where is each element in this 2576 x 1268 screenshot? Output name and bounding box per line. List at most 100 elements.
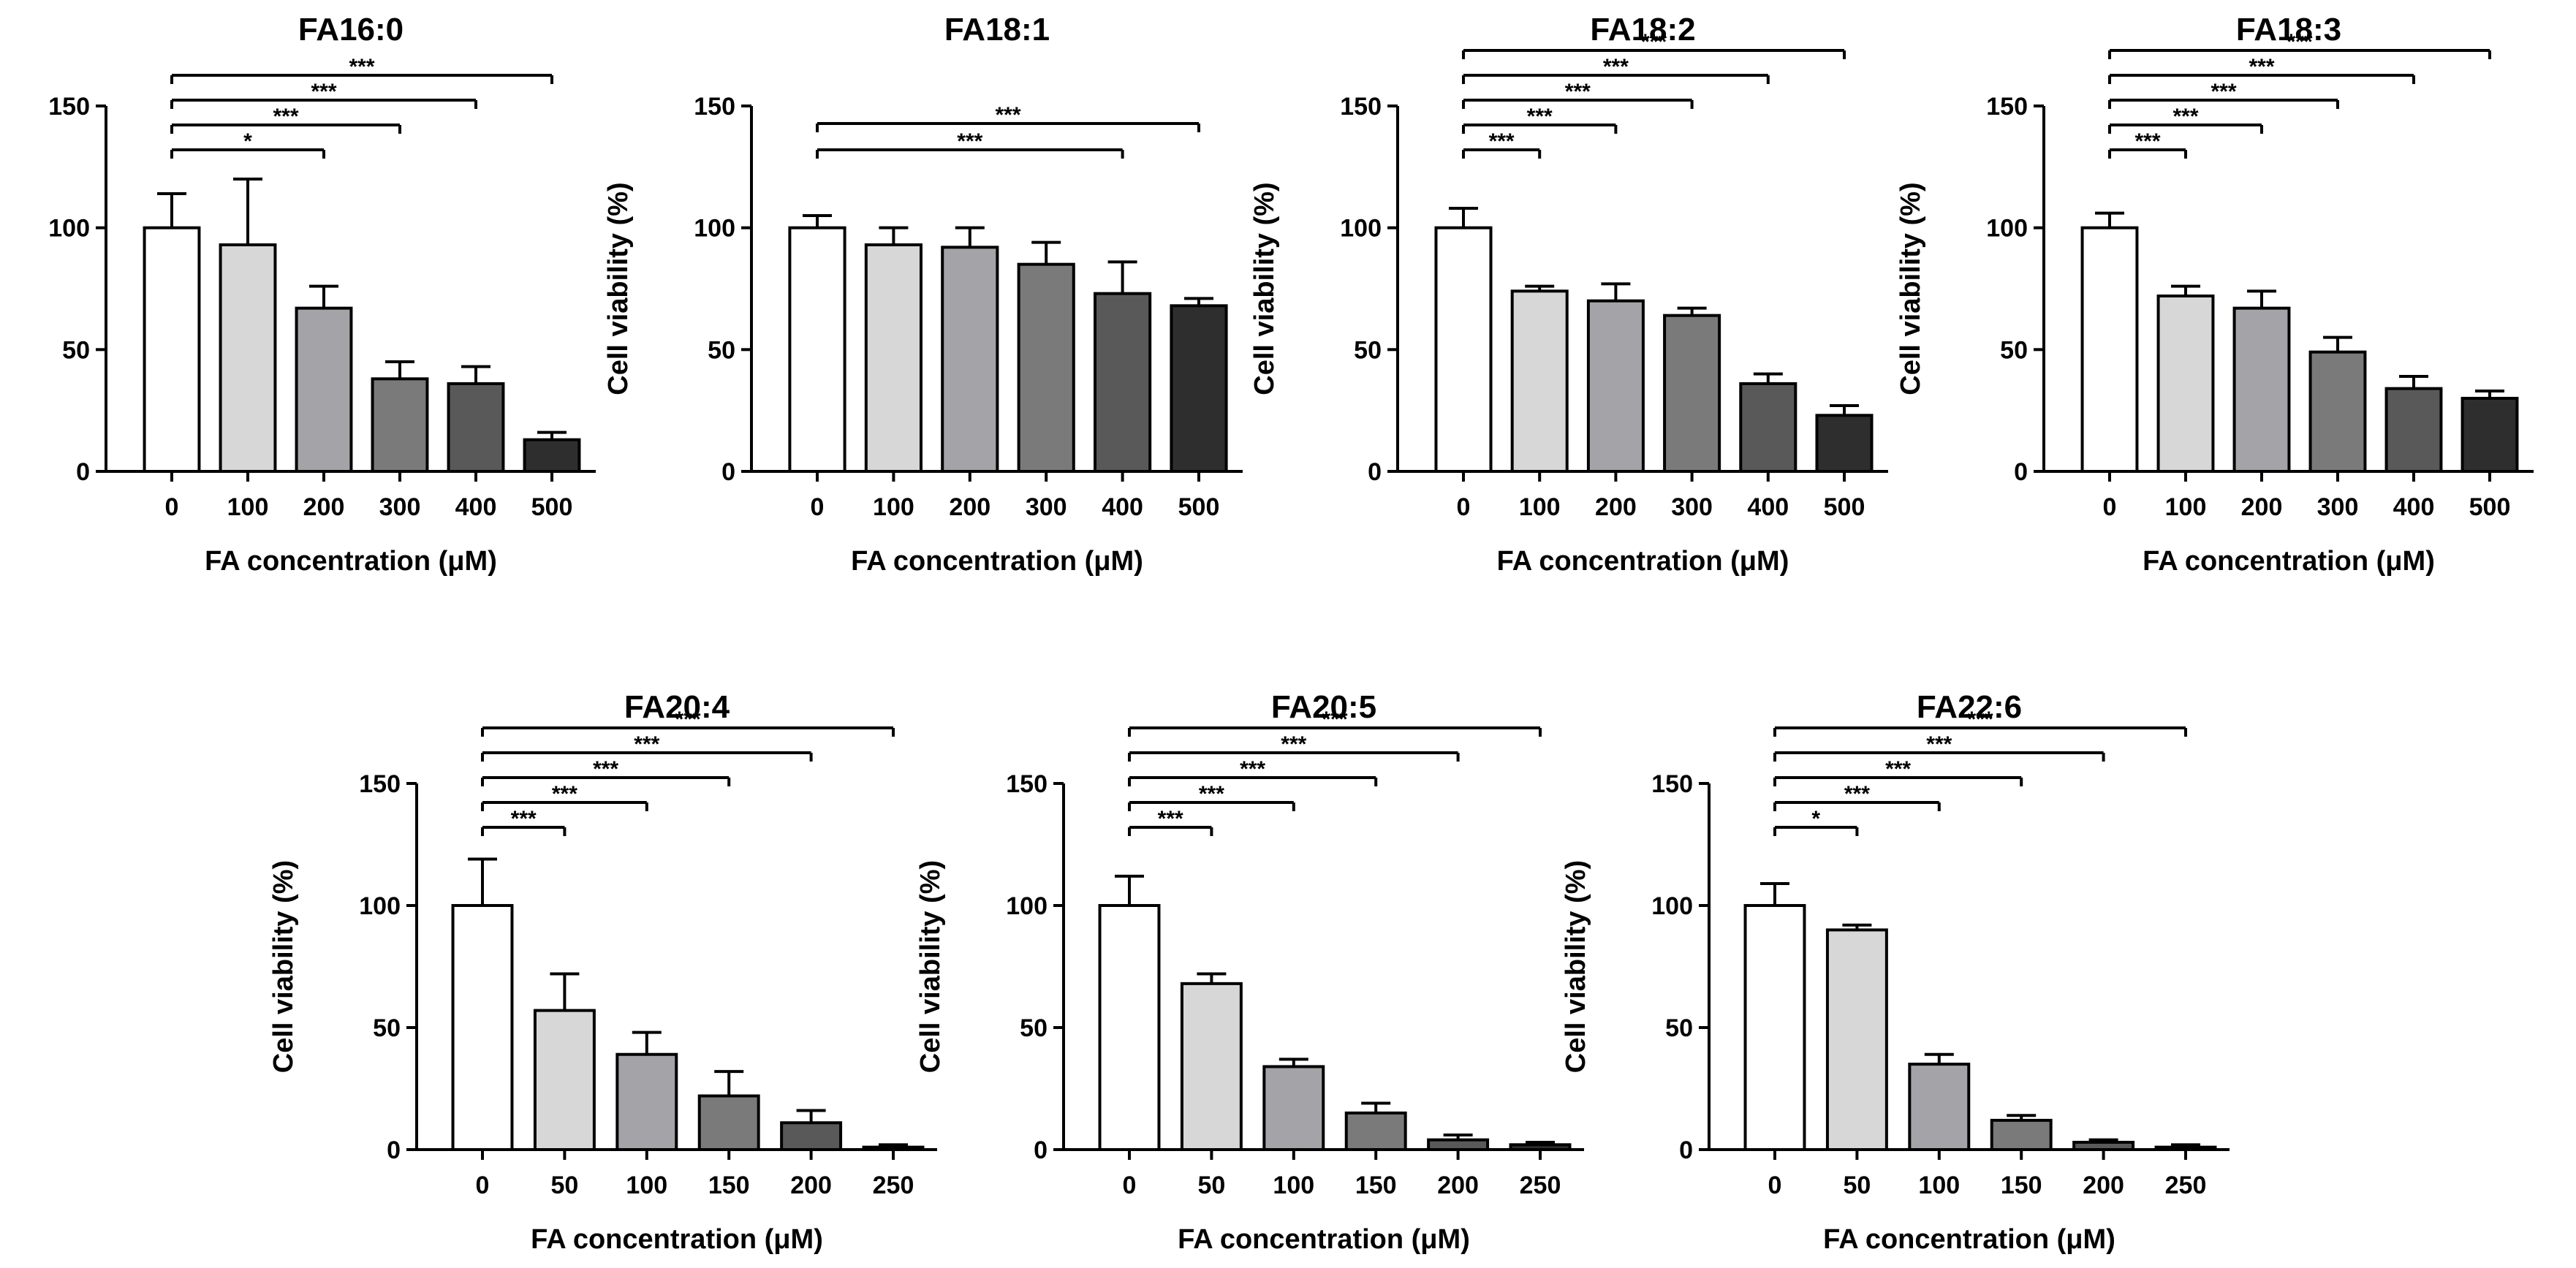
bar	[1180, 982, 1243, 1151]
y-tick-label: 50	[373, 1014, 401, 1042]
x-tick-label: 0	[1123, 1172, 1137, 1199]
y-tick-label: 0	[387, 1136, 401, 1164]
bar	[2156, 295, 2215, 473]
y-tick-label: 50	[1020, 1014, 1048, 1042]
bar	[941, 246, 999, 473]
x-tick-label: 500	[2469, 493, 2511, 521]
bar	[1262, 1065, 1325, 1151]
x-axis-label: FA concentration (μM)	[531, 1224, 823, 1255]
significance-label: ***	[1281, 732, 1306, 756]
bar	[1825, 928, 1888, 1152]
y-tick-label: 150	[1986, 93, 2028, 121]
bar	[1510, 289, 1569, 474]
bar	[1739, 382, 1797, 473]
bar	[1434, 226, 1493, 473]
x-tick-label: 50	[1843, 1172, 1871, 1199]
significance-label: ***	[593, 757, 618, 781]
significance-label: ***	[634, 732, 659, 756]
significance-label: ***	[349, 55, 374, 79]
x-tick-label: 50	[1197, 1172, 1225, 1199]
y-axis-label: Cell viability (%)	[1895, 182, 1926, 395]
x-axis-label: FA concentration (μM)	[1823, 1224, 2115, 1255]
x-tick-label: 200	[2241, 493, 2283, 521]
bar	[862, 1145, 925, 1152]
significance-label: *	[1811, 807, 1820, 831]
bar	[2080, 226, 2139, 473]
y-tick-label: 0	[1679, 1136, 1693, 1164]
significance-label: ***	[552, 782, 577, 806]
bar	[1427, 1138, 1490, 1152]
chart-panel-2: FA18:1 0 50 100 150 Cell viability (%) 0 100 200…	[603, 12, 1243, 577]
significance-label: ***	[957, 129, 982, 153]
x-tick-label: 400	[1102, 493, 1143, 521]
bar	[1663, 314, 1721, 473]
bar	[523, 438, 581, 474]
y-tick-label: 150	[48, 93, 90, 121]
chart-title: FA18:3	[2236, 12, 2341, 48]
significance-label: ***	[1844, 782, 1870, 806]
y-tick-label: 0	[76, 458, 90, 486]
y-axis-label: Cell viability (%)	[1561, 860, 1591, 1073]
x-tick-label: 150	[2001, 1172, 2042, 1199]
y-tick-label: 100	[694, 215, 735, 243]
chart-panel-6: FA20:5 0 50 100 150 Cell viability (%) 0 50 100 1…	[915, 689, 1584, 1255]
chart-panel-7: FA22:6 0 50 100 150 Cell viability (%) 0 50 100 1…	[1561, 689, 2230, 1255]
significance-label: ***	[1926, 732, 1952, 756]
x-tick-label: 300	[1671, 493, 1713, 521]
y-axis-label: Cell viability (%)	[268, 860, 299, 1073]
y-tick-label: 0	[1368, 458, 1382, 486]
bar	[219, 243, 277, 473]
significance-label: ***	[1527, 105, 1553, 129]
x-axis-label: FA concentration (μM)	[851, 546, 1143, 577]
significance-label: ***	[2134, 129, 2160, 153]
y-tick-label: 100	[1986, 215, 2028, 243]
significance-label: ***	[1967, 707, 1993, 732]
x-axis-label: FA concentration (μM)	[1178, 1224, 1470, 1255]
x-tick-label: 100	[1519, 493, 1561, 521]
y-axis-label: Cell viability (%)	[1249, 182, 1280, 395]
significance-label: ***	[2249, 55, 2274, 79]
chart-title: FA16:0	[298, 12, 404, 48]
x-tick-label: 150	[708, 1172, 750, 1199]
x-tick-label: 100	[873, 493, 914, 521]
x-tick-label: 400	[1747, 493, 1789, 521]
significance-label: ***	[1199, 782, 1224, 806]
x-tick-label: 100	[2165, 493, 2207, 521]
chart-title: FA20:4	[624, 689, 730, 725]
chart-panel-5: FA20:4 0 50 100 150 Cell viability (%) 0 50 100 1…	[268, 689, 937, 1255]
x-tick-label: 150	[1355, 1172, 1397, 1199]
bar	[1586, 299, 1645, 473]
bar	[2154, 1145, 2217, 1152]
y-tick-label: 50	[2000, 336, 2028, 364]
x-tick-label: 0	[2103, 493, 2117, 521]
x-tick-label: 300	[1026, 493, 1067, 521]
x-tick-label: 200	[790, 1172, 832, 1199]
significance-label: ***	[1885, 757, 1911, 781]
bar	[1509, 1143, 1572, 1151]
x-tick-label: 0	[1768, 1172, 1782, 1199]
x-tick-label: 0	[1457, 493, 1471, 521]
bar	[2384, 387, 2443, 474]
significance-label: ***	[1641, 30, 1667, 54]
significance-label: ***	[1603, 55, 1629, 79]
significance-label: ***	[273, 105, 298, 129]
x-tick-label: 500	[1178, 493, 1220, 521]
x-tick-label: 200	[1437, 1172, 1479, 1199]
chart-panel-4: FA18:3 0 50 100 150 Cell viability (%) 0 100 200…	[1895, 12, 2534, 577]
y-tick-label: 100	[1651, 892, 1693, 920]
x-tick-label: 250	[1520, 1172, 1561, 1199]
x-tick-label: 100	[1918, 1172, 1960, 1199]
bar	[2072, 1140, 2135, 1151]
y-tick-label: 150	[694, 93, 735, 121]
x-tick-label: 0	[811, 493, 825, 521]
chart-title: FA18:1	[944, 12, 1050, 48]
significance-label: ***	[995, 103, 1020, 127]
significance-label: ***	[675, 707, 700, 732]
significance-label: ***	[2172, 105, 2198, 129]
chart-title: FA18:2	[1590, 12, 1695, 48]
significance-label: ***	[2287, 30, 2312, 54]
x-tick-label: 100	[227, 493, 269, 521]
x-tick-label: 100	[626, 1172, 667, 1199]
significance-label: ***	[1489, 129, 1515, 153]
y-tick-label: 150	[1651, 770, 1693, 798]
